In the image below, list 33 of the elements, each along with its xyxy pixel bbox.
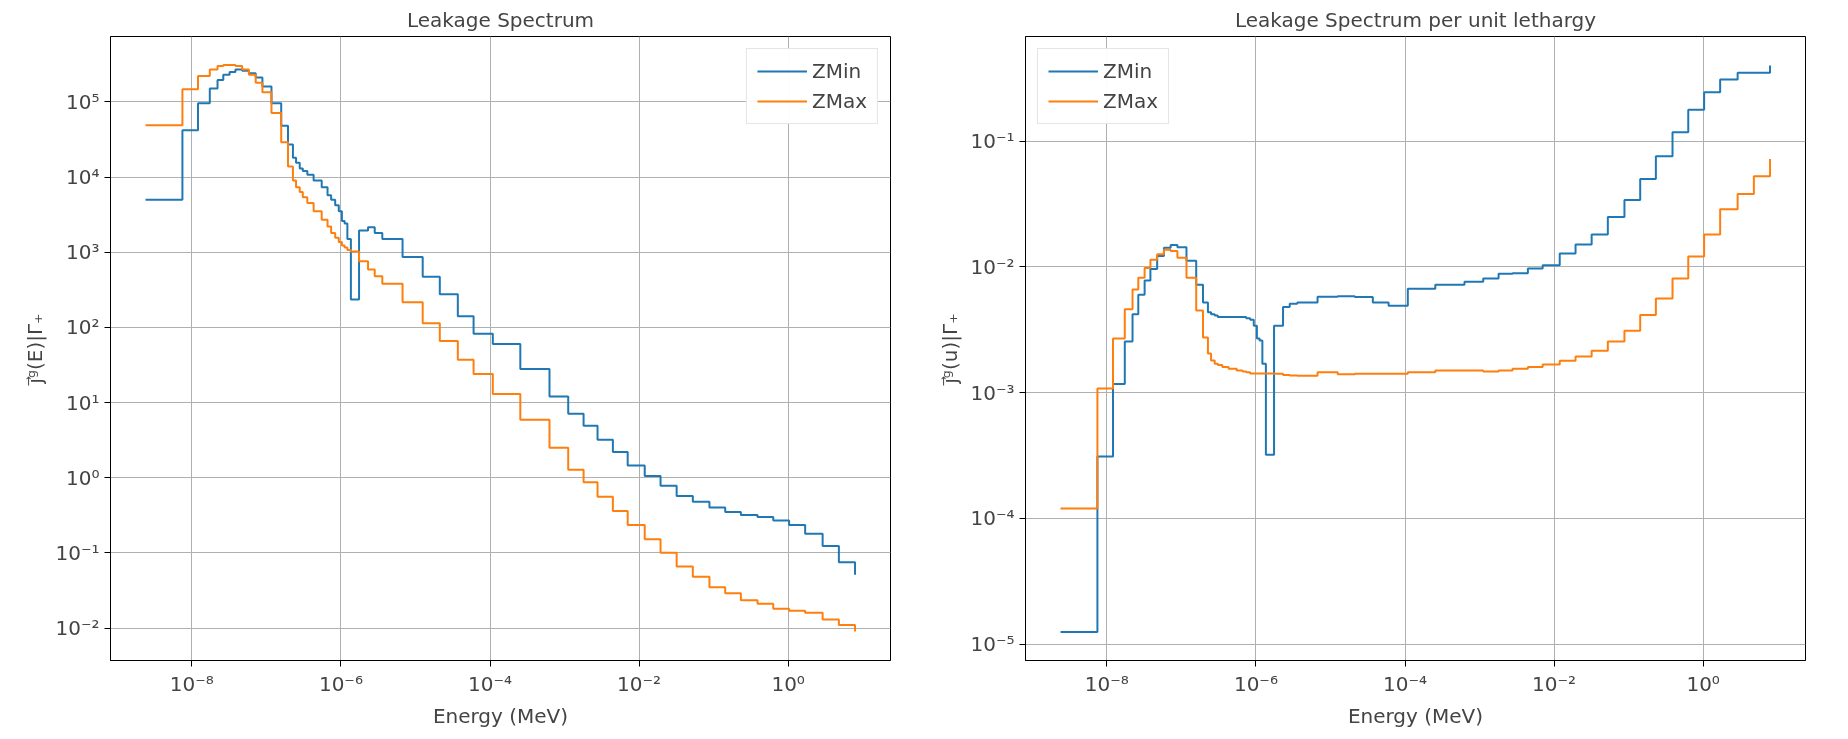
y-axis-title: j⃗ᵍ(E)|Γ₊ xyxy=(23,313,48,386)
y-tick-label: 10⁻¹ xyxy=(970,129,1015,154)
legend-label: ZMin xyxy=(811,59,862,83)
legend-label: ZMax xyxy=(1103,89,1159,113)
x-tick-label: 10⁰ xyxy=(771,671,805,696)
x-tick-label: 10⁻² xyxy=(1532,671,1577,696)
y-tick-label: 10⁰ xyxy=(66,465,100,490)
y-tick-label: 10⁻² xyxy=(55,616,100,641)
chart-title: Leakage Spectrum per unit lethargy xyxy=(1234,7,1597,32)
x-axis-title: Energy (MeV) xyxy=(1347,703,1484,728)
y-tick-label: 10⁻³ xyxy=(970,380,1015,405)
legend-label: ZMin xyxy=(1103,59,1153,83)
y-tick-label: 10⁻¹ xyxy=(55,540,100,565)
y-tick-label: 10¹ xyxy=(66,390,100,415)
y-tick-label: 10⁵ xyxy=(66,89,100,114)
x-tick-label: 10⁻⁴ xyxy=(1383,671,1428,696)
x-axis-title: Energy (MeV) xyxy=(432,703,569,728)
y-tick-label: 10² xyxy=(66,315,100,340)
x-tick-label: 10⁻⁶ xyxy=(1233,671,1278,696)
x-tick-label: 10⁻² xyxy=(617,671,662,696)
y-tick-label: 10⁻⁵ xyxy=(970,632,1015,657)
x-tick-label: 10⁻⁸ xyxy=(169,671,214,696)
x-tick-label: 10⁰ xyxy=(1686,671,1720,696)
x-tick-label: 10⁻⁸ xyxy=(1084,671,1129,696)
legend-label: ZMax xyxy=(811,89,867,113)
y-tick-label: 10⁴ xyxy=(66,165,100,190)
x-tick-label: 10⁻⁴ xyxy=(468,671,513,696)
chart-title: Leakage Spectrum xyxy=(406,7,595,32)
y-tick-label: 10⁻⁴ xyxy=(970,506,1015,531)
x-tick-label: 10⁻⁶ xyxy=(318,671,363,696)
y-tick-label: 10⁻² xyxy=(970,254,1015,279)
y-tick-label: 10³ xyxy=(66,240,100,265)
y-axis-title: j⃗ᵍ(u)|Γ₊ xyxy=(938,313,963,386)
